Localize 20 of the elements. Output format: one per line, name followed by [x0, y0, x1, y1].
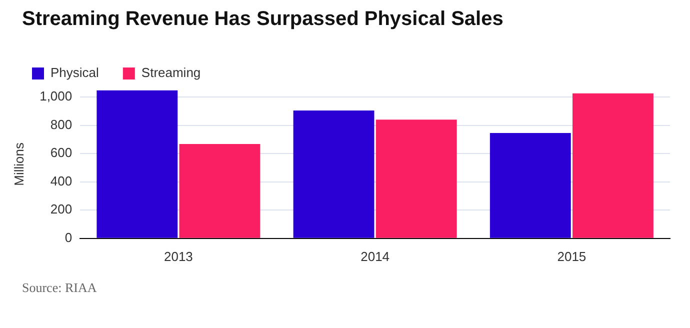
bar: [96, 90, 178, 238]
bar: [490, 132, 571, 238]
y-tick-label: 200: [50, 202, 72, 217]
legend-label: Streaming: [141, 65, 201, 80]
bar: [179, 144, 260, 238]
y-tick-label: 400: [50, 173, 72, 188]
y-tick-label: 600: [50, 145, 72, 160]
bar: [293, 110, 374, 238]
y-tick-label: 1,000: [40, 88, 72, 104]
x-tick-label: 2014: [360, 248, 390, 264]
y-axis-title: Millions: [11, 142, 26, 186]
chart-title: Streaming Revenue Has Surpassed Physical Sales: [22, 8, 504, 31]
source-note: Source: RIAA: [22, 280, 98, 296]
x-tick-label: 2013: [164, 248, 193, 264]
bar: [572, 93, 654, 238]
legend-label: Physical: [50, 65, 100, 80]
bar: [376, 120, 457, 238]
y-tick-label: 800: [50, 116, 72, 132]
y-tick-label: 0: [64, 230, 72, 245]
x-tick-label: 2015: [557, 248, 586, 264]
